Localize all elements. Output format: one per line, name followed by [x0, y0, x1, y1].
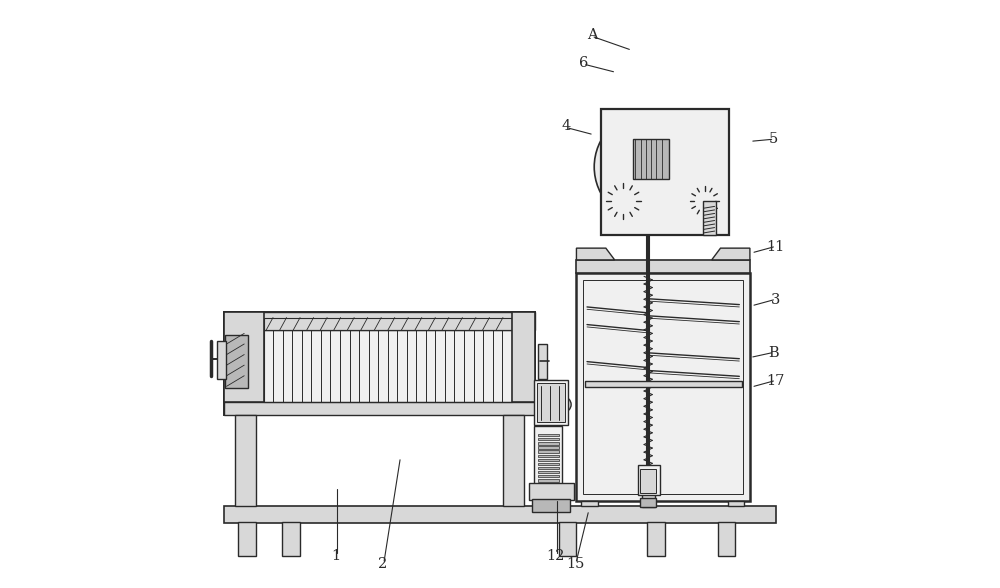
Bar — [538, 459, 559, 461]
Bar — [538, 423, 549, 506]
Bar — [224, 506, 776, 523]
Bar — [642, 483, 655, 507]
Bar — [534, 380, 568, 425]
Text: 17: 17 — [766, 374, 784, 388]
Bar — [238, 522, 256, 556]
Bar — [640, 469, 656, 493]
Text: 1: 1 — [331, 549, 340, 563]
Bar — [585, 381, 742, 387]
Bar — [264, 330, 512, 402]
Bar — [503, 415, 524, 506]
Bar — [633, 139, 669, 179]
Bar — [529, 483, 574, 500]
Bar — [538, 471, 559, 473]
Bar — [576, 260, 750, 273]
Bar — [537, 383, 565, 422]
Bar — [559, 522, 576, 556]
Polygon shape — [576, 248, 615, 260]
Bar — [581, 501, 598, 506]
Bar — [538, 446, 559, 449]
Text: 6: 6 — [579, 56, 588, 70]
Bar — [728, 501, 744, 506]
Bar — [647, 522, 665, 556]
Text: B: B — [768, 346, 779, 360]
Bar — [538, 434, 559, 436]
Bar — [224, 402, 535, 415]
Bar — [235, 415, 256, 506]
Bar — [534, 426, 562, 485]
Bar — [532, 499, 570, 512]
Bar — [601, 109, 729, 235]
Polygon shape — [712, 248, 750, 260]
Bar — [703, 201, 716, 235]
Bar — [640, 498, 656, 507]
Circle shape — [635, 472, 661, 497]
Bar — [264, 318, 512, 330]
Bar — [538, 345, 547, 379]
Bar — [538, 479, 559, 482]
Bar — [224, 312, 535, 415]
Bar — [538, 467, 559, 469]
Bar — [224, 312, 264, 402]
Bar — [224, 312, 535, 330]
Bar — [538, 463, 559, 465]
Bar — [225, 335, 248, 388]
Bar — [718, 522, 735, 556]
Bar — [538, 450, 559, 453]
Bar — [282, 522, 300, 556]
Bar — [638, 465, 660, 495]
Text: 2: 2 — [378, 557, 387, 572]
Text: 5: 5 — [769, 132, 778, 146]
Bar — [643, 369, 654, 380]
Text: 4: 4 — [561, 119, 570, 133]
Text: 11: 11 — [766, 240, 784, 254]
Text: 15: 15 — [566, 557, 584, 572]
Bar — [583, 280, 743, 494]
Bar — [217, 341, 226, 379]
Bar — [538, 442, 559, 445]
Circle shape — [556, 397, 571, 412]
Text: 12: 12 — [547, 549, 565, 563]
Text: 3: 3 — [770, 293, 780, 307]
Text: A: A — [587, 28, 598, 42]
Bar — [538, 455, 559, 457]
Circle shape — [594, 111, 705, 223]
Bar — [538, 438, 559, 440]
Circle shape — [611, 188, 636, 214]
Bar — [576, 273, 750, 501]
Bar — [538, 475, 559, 477]
Circle shape — [694, 191, 715, 212]
Bar — [512, 312, 535, 402]
